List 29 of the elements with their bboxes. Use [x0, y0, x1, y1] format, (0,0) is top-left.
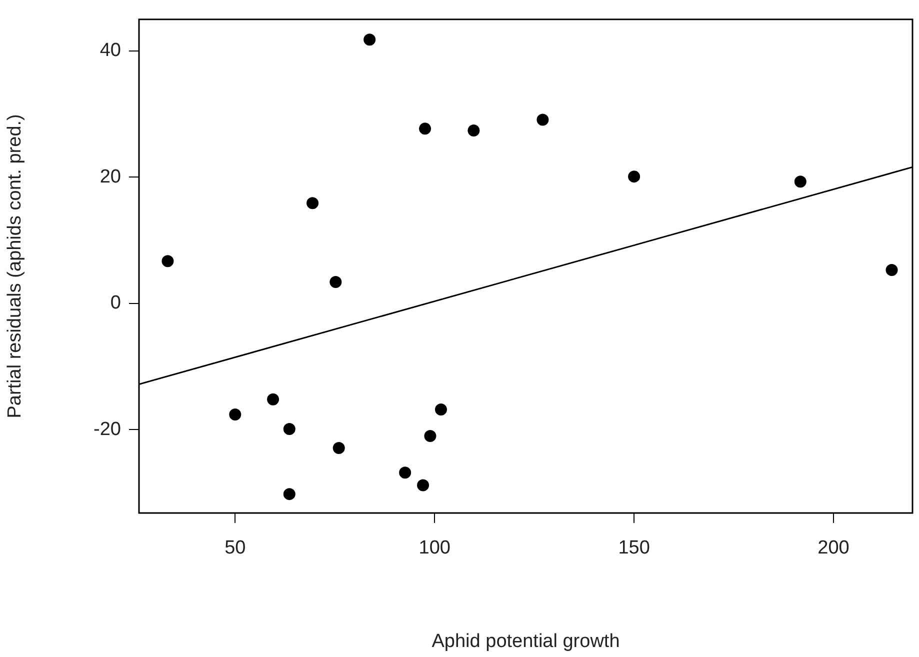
point: [332, 442, 345, 454]
point: [399, 466, 412, 479]
point: [628, 170, 640, 183]
point: [536, 114, 549, 126]
y-tick-label: 20: [100, 166, 121, 188]
x-axis-title: Aphid potential growth: [432, 630, 620, 652]
point: [468, 124, 480, 136]
point: [330, 276, 342, 288]
point: [417, 479, 430, 492]
point: [283, 488, 296, 500]
x-tick-label: 100: [418, 538, 450, 559]
y-axis-title: Partial residuals (aphids cont. pred.): [4, 114, 26, 418]
point: [434, 403, 447, 416]
x-tick-label: 150: [618, 538, 650, 559]
x-tick-label: 50: [224, 538, 246, 559]
point: [229, 408, 242, 421]
y-tick-label: -20: [94, 418, 121, 440]
point: [267, 393, 280, 406]
point: [364, 34, 376, 46]
point: [306, 197, 319, 210]
point: [886, 264, 898, 276]
point: [162, 255, 174, 268]
point: [419, 122, 432, 135]
point: [283, 423, 296, 436]
point: [794, 176, 806, 188]
y-tick-label: 0: [110, 292, 121, 314]
point: [424, 430, 436, 442]
x-tick-label: 200: [818, 538, 850, 559]
y-tick-label: 40: [100, 40, 121, 62]
